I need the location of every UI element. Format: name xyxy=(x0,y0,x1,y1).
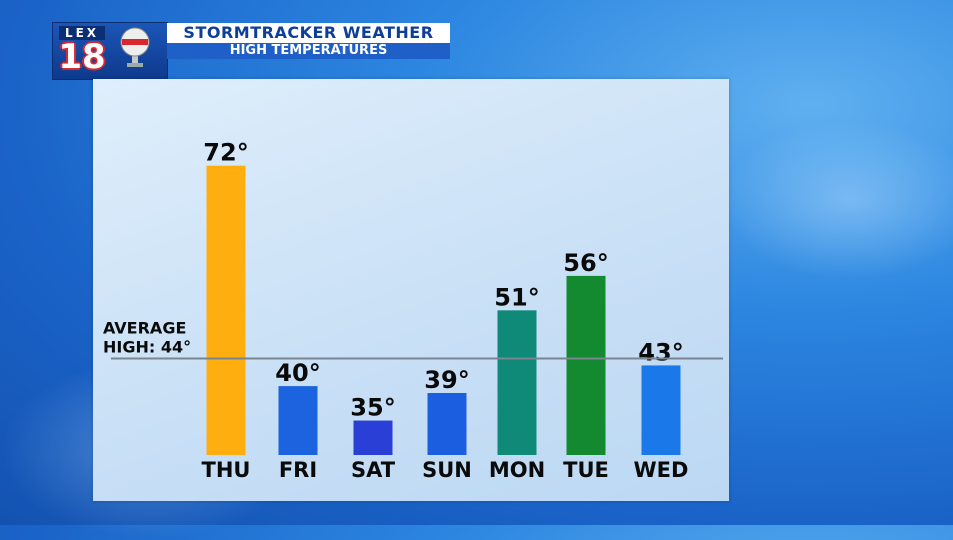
x-tick-label-thu: THU xyxy=(202,458,251,482)
average-label-line2: HIGH: 44° xyxy=(103,338,191,357)
value-label-tue: 56° xyxy=(563,249,608,277)
background-cloud xyxy=(720,120,953,280)
x-tick-label-sat: SAT xyxy=(351,458,396,482)
x-tick-label-fri: FRI xyxy=(279,458,317,482)
value-label-sat: 35° xyxy=(350,394,395,422)
bar-tue xyxy=(566,275,606,455)
station-logo: LEX 18 xyxy=(52,22,168,80)
bar-sat xyxy=(353,420,393,455)
value-label-sun: 39° xyxy=(424,366,469,394)
header-title: STORMTRACKER WEATHER xyxy=(167,23,450,43)
bar-chart: 72° THU 40° FRI 35° SAT 39° SUN 51° MON 56° TUE 43° W… xyxy=(103,139,723,482)
x-tick-label-mon: MON xyxy=(489,458,545,482)
average-label-line1: AVERAGE xyxy=(103,319,186,338)
value-label-thu: 72° xyxy=(203,139,248,167)
logo-lex-text: LEX xyxy=(59,26,105,40)
header-subtitle: HIGH TEMPERATURES xyxy=(167,43,450,59)
chart-panel: 72° THU 40° FRI 35° SAT 39° SUN 51° MON 56° TUE 43° W… xyxy=(93,79,729,501)
bar-wed xyxy=(641,365,681,455)
x-tick-label-tue: TUE xyxy=(563,458,609,482)
logo-number: 18 xyxy=(58,37,106,77)
x-tick-label-wed: WED xyxy=(634,458,689,482)
water-tower-icon xyxy=(120,27,150,67)
bar-thu xyxy=(206,165,246,455)
bar-sun xyxy=(427,393,467,455)
value-label-fri: 40° xyxy=(275,359,320,387)
x-tick-label-sun: SUN xyxy=(422,458,472,482)
value-label-wed: 43° xyxy=(638,338,683,366)
bar-mon xyxy=(497,310,537,455)
value-label-mon: 51° xyxy=(494,283,539,311)
bar-fri xyxy=(278,386,318,455)
